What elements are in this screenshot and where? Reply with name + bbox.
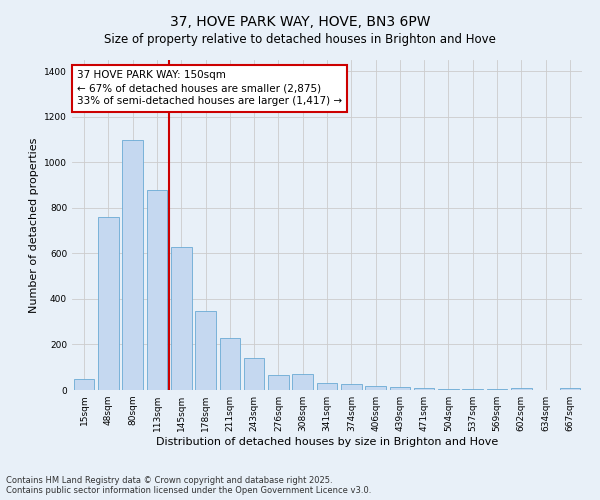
Text: 37, HOVE PARK WAY, HOVE, BN3 6PW: 37, HOVE PARK WAY, HOVE, BN3 6PW — [170, 15, 430, 29]
Bar — [171, 246, 191, 390]
Bar — [74, 378, 94, 390]
Bar — [195, 312, 216, 390]
Bar — [220, 338, 240, 390]
Bar — [560, 388, 580, 390]
Bar — [438, 389, 459, 390]
Bar — [268, 375, 289, 390]
Text: Size of property relative to detached houses in Brighton and Hove: Size of property relative to detached ho… — [104, 32, 496, 46]
Bar — [146, 190, 167, 390]
Bar — [414, 388, 434, 390]
Bar — [463, 389, 483, 390]
Y-axis label: Number of detached properties: Number of detached properties — [29, 138, 38, 312]
Bar — [292, 374, 313, 390]
Bar — [341, 384, 362, 390]
Bar — [98, 217, 119, 390]
X-axis label: Distribution of detached houses by size in Brighton and Hove: Distribution of detached houses by size … — [156, 437, 498, 447]
Bar — [317, 383, 337, 390]
Bar — [389, 388, 410, 390]
Bar — [244, 358, 265, 390]
Bar — [122, 140, 143, 390]
Text: 37 HOVE PARK WAY: 150sqm
← 67% of detached houses are smaller (2,875)
33% of sem: 37 HOVE PARK WAY: 150sqm ← 67% of detach… — [77, 70, 342, 106]
Bar — [365, 386, 386, 390]
Text: Contains HM Land Registry data © Crown copyright and database right 2025.
Contai: Contains HM Land Registry data © Crown c… — [6, 476, 371, 495]
Bar — [511, 388, 532, 390]
